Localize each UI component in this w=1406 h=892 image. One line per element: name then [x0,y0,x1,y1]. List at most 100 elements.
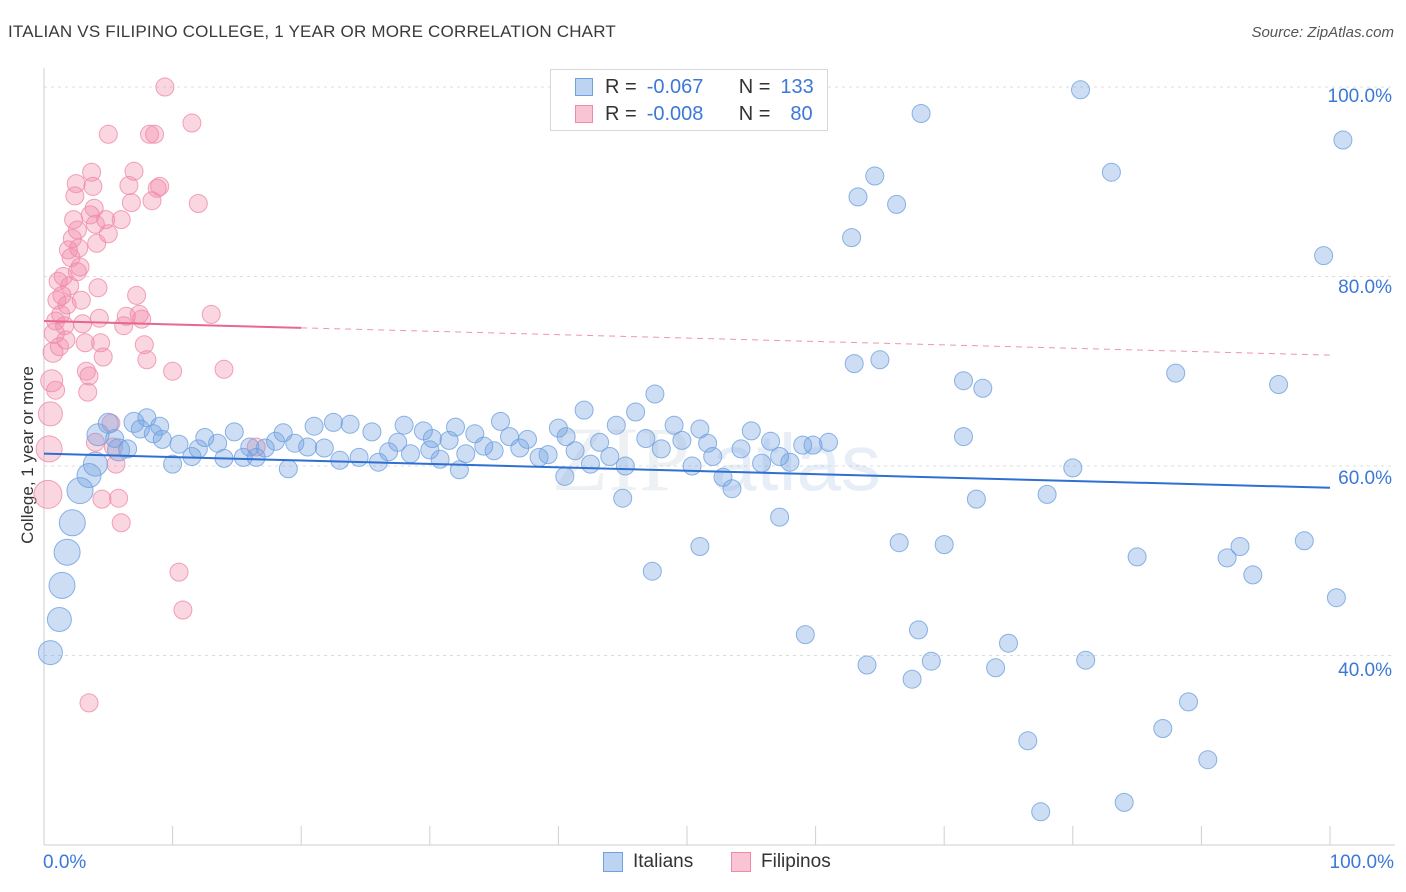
legend-item-italians[interactable]: Italians [603,851,693,873]
italian-point [323,412,343,432]
n-label: N = [738,102,771,125]
italian-point [169,434,189,454]
italian-point [857,655,877,675]
italians-legend-label: Italians [633,851,694,872]
italian-point [731,439,751,459]
filipino-point [83,176,103,196]
italian-point [163,454,183,474]
axes [43,68,1395,846]
italian-point [233,447,253,467]
italian-point [82,451,108,477]
italian-point [651,439,671,459]
italian-point [538,445,558,465]
italian-point [690,537,710,556]
italian-point [66,477,94,505]
filipino-point [33,479,63,509]
r-label: R = [605,75,637,98]
filipino-point [79,693,99,713]
source-label: Source: ZipAtlas.com [1251,24,1394,41]
italian-point [446,417,465,437]
italian-point [793,435,813,455]
filipino-point [173,600,193,620]
italians-swatch [575,78,593,96]
italian-point [613,488,633,508]
filipino-point [140,124,159,144]
italian-point [752,453,772,473]
italian-point [555,466,575,486]
italian-point [1114,792,1134,812]
italian-point [590,432,610,452]
filipino-point [96,210,116,230]
italian-point [581,454,600,474]
italian-point [1326,588,1346,608]
italians-trend-line [43,452,1331,489]
italian-point [46,607,72,632]
italian-point [449,460,469,480]
italian-point [921,651,941,671]
filipino-point [124,161,144,181]
filipino-point [51,304,71,324]
filipino-point [67,220,87,240]
italian-point [195,428,215,447]
italian-point [150,416,170,436]
italian-point [1037,484,1057,504]
filipino-point [71,290,91,310]
filipino-point [46,380,66,400]
italians-points [37,80,1353,822]
filipino-point [169,562,189,582]
italian-point [902,669,922,689]
italian-point [645,384,665,404]
italian-point [672,430,692,450]
filipino-point [37,401,63,427]
italian-point [97,412,119,434]
italian-point [1198,750,1218,770]
italian-point [518,429,537,449]
italian-point [986,658,1006,678]
filipinos-n-value: 80 [790,102,813,125]
italian-point [819,432,838,452]
filipino-point [134,335,154,355]
italian-point [1153,719,1173,738]
italian-point [865,166,885,186]
italian-point [870,350,890,370]
correlation-legend: R = -0.067 N = 133 R = -0.008 N = 80 [550,69,828,131]
filipinos-swatch [575,105,593,123]
italian-point [682,456,702,476]
filipino-point [137,350,157,370]
italians-n-value: 133 [780,75,814,98]
italian-point [565,441,585,461]
italian-point [285,433,305,453]
filipinos-trend-line [43,319,302,329]
filipino-point [93,347,113,367]
watermark-zip: ZIP [552,408,690,510]
italian-point [973,378,993,398]
italians-r-value: -0.067 [646,75,704,98]
filipinos-points [33,77,266,713]
filipino-point [65,186,85,206]
italian-point [53,538,81,566]
italian-point [722,479,742,499]
italian-point [770,447,790,466]
italian-point [999,633,1018,653]
italian-point [664,415,684,435]
filipino-point [119,176,139,195]
italian-point [278,459,298,479]
legend-item-filipinos[interactable]: Filipinos [731,851,831,873]
filipino-point [57,295,77,315]
filipino-point [92,489,112,509]
italian-point [394,415,414,435]
italian-point [1217,548,1237,568]
italian-point [48,571,76,599]
filipino-point [56,330,76,350]
italian-point [1127,547,1147,567]
italian-point [803,435,823,455]
filipino-point [89,308,109,328]
italian-point [615,456,635,476]
italian-point [556,427,576,447]
italian-point [58,509,86,537]
filipino-point [40,369,64,393]
italian-point [844,354,864,374]
italian-point [240,437,260,457]
italian-point [314,438,334,458]
filipino-point [111,513,131,533]
